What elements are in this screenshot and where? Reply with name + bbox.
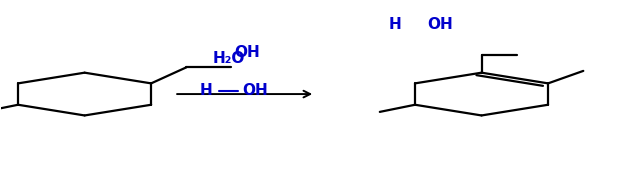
- Text: H: H: [389, 17, 401, 32]
- Text: H₂O: H₂O: [212, 51, 245, 66]
- Text: H: H: [200, 83, 213, 98]
- Text: OH: OH: [427, 17, 453, 32]
- Text: OH: OH: [235, 45, 260, 60]
- Text: OH: OH: [242, 83, 268, 98]
